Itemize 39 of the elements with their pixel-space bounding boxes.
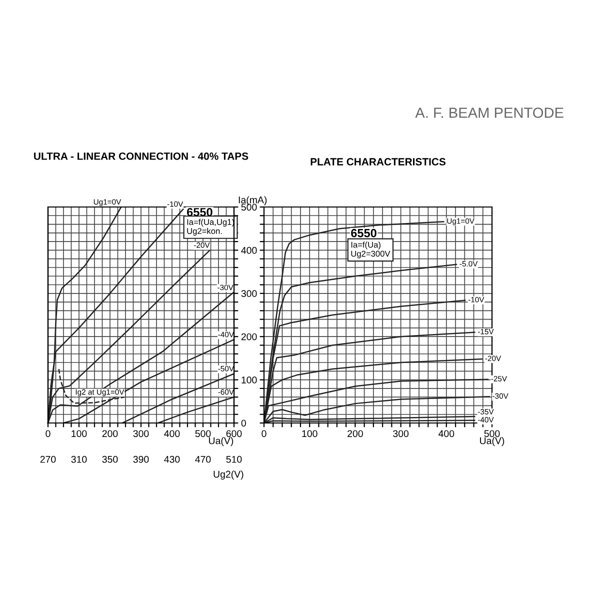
annotation: Ia=f(Ua,Ug1) bbox=[187, 218, 234, 227]
x-tick-label: 300 bbox=[393, 430, 409, 438]
x2-tick-label: 270 bbox=[40, 456, 56, 463]
annotation: 6550 bbox=[187, 208, 212, 216]
x-tick-label: 300 bbox=[133, 430, 149, 438]
annotation: 6550 bbox=[351, 228, 376, 238]
x-axis-title: Ua(V) bbox=[209, 437, 234, 446]
x-tick-label: 0 bbox=[262, 430, 266, 438]
x-tick-label: 0 bbox=[46, 430, 50, 438]
x2-tick-label: 510 bbox=[226, 456, 242, 463]
x-axis-title: Ua(V) bbox=[480, 437, 504, 446]
x-tick-label: 100 bbox=[72, 430, 87, 438]
y-tick-label: 500 bbox=[241, 204, 257, 211]
x-tick-label: 400 bbox=[164, 430, 180, 438]
chart-title: ULTRA - LINEAR CONNECTION - 40% TAPS bbox=[34, 152, 248, 160]
x-tick-label: 100 bbox=[302, 430, 318, 438]
x2-tick-label: 310 bbox=[71, 456, 87, 463]
x-tick-label: 400 bbox=[438, 430, 454, 438]
x-tick-label: 500 bbox=[484, 430, 500, 438]
x2-tick-label: 350 bbox=[102, 456, 118, 463]
y-tick-label: 300 bbox=[241, 290, 257, 298]
y-tick-label: 200 bbox=[241, 333, 257, 340]
x-tick-label: 500 bbox=[195, 430, 211, 438]
y-axis-title: Ia(mA) bbox=[238, 196, 267, 206]
x-tick-label: 200 bbox=[102, 430, 118, 438]
text: A. F. BEAM PENTODE bbox=[415, 108, 564, 118]
chart-title: PLATE CHARACTERISTICS bbox=[310, 158, 446, 166]
annotation: Ia=f(Ua) bbox=[351, 242, 380, 250]
y-tick-label: 400 bbox=[241, 246, 257, 254]
x-tick-label: 200 bbox=[348, 430, 363, 438]
x2-axis-title: Ug2(V) bbox=[214, 470, 244, 480]
annotation: Ug2=300V bbox=[351, 250, 390, 258]
y-tick-label: 0 bbox=[241, 420, 246, 427]
x2-tick-label: 390 bbox=[133, 456, 149, 463]
y-tick-label: 100 bbox=[242, 376, 257, 384]
x2-tick-label: 470 bbox=[195, 456, 211, 463]
x2-tick-label: 430 bbox=[164, 456, 180, 463]
annotation: Ug2=kon. bbox=[187, 228, 222, 236]
x-tick-label: 600 bbox=[226, 430, 242, 438]
